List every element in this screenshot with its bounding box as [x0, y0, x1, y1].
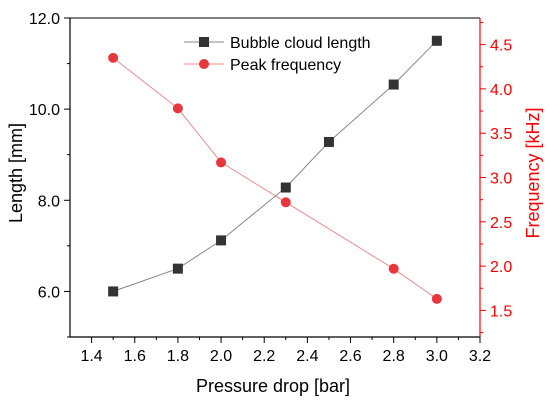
right-y-axis-title: Frequency [kHz] — [523, 107, 543, 238]
data-point-frequency — [280, 197, 291, 208]
legend-marker-frequency — [199, 59, 209, 69]
x-tick-label: 2.6 — [339, 348, 361, 365]
right-y-tick-label: 3.0 — [490, 171, 512, 188]
data-point-length — [108, 286, 119, 297]
series-line-length — [113, 40, 438, 292]
left-y-tick-label: 8.0 — [38, 193, 60, 210]
x-axis-title: Pressure drop [bar] — [196, 376, 350, 396]
x-tick-label: 1.6 — [124, 348, 146, 365]
right-y-tick-label: 2.5 — [490, 215, 512, 232]
left-y-axis-title: Length [mm] — [6, 123, 26, 223]
series-layer — [108, 35, 442, 304]
legend-label-frequency: Peak frequency — [230, 57, 341, 74]
x-tick-label: 2.2 — [253, 348, 275, 365]
data-point-length — [172, 263, 183, 274]
x-tick-label: 2.8 — [383, 348, 405, 365]
data-point-frequency — [108, 52, 119, 63]
x-tick-label: 1.4 — [80, 348, 102, 365]
data-point-length — [323, 136, 334, 147]
x-tick-label: 3.2 — [469, 348, 491, 365]
data-point-frequency — [431, 293, 442, 304]
x-tick-label: 2.0 — [210, 348, 232, 365]
legend-box — [180, 31, 390, 77]
data-point-length — [280, 182, 291, 193]
legend-marker-length — [199, 37, 209, 47]
left-y-tick-label: 10.0 — [29, 102, 60, 119]
legend-label-length: Bubble cloud length — [230, 35, 371, 52]
left-y-tick-label: 12.0 — [29, 11, 60, 28]
left-y-tick-label: 6.0 — [38, 284, 60, 301]
axes-layer: 1.4 1.6 1.8 2.0 2.2 2.4 2.6 2.8 3.0 3.2 6.0 8.0 10.0… — [29, 11, 512, 365]
right-y-tick-label: 3.5 — [490, 126, 512, 143]
legend: Bubble cloud length Peak frequency — [180, 31, 390, 77]
data-point-frequency — [172, 103, 183, 114]
data-point-length — [388, 79, 399, 90]
series-line-frequency — [112, 57, 438, 300]
data-point-frequency — [216, 157, 227, 168]
right-y-tick-label: 1.5 — [490, 303, 512, 320]
data-point-length — [216, 235, 227, 246]
x-tick-label: 3.0 — [426, 348, 448, 365]
data-point-frequency — [388, 263, 399, 274]
right-y-tick-label: 4.0 — [490, 82, 512, 99]
right-y-tick-label: 4.5 — [490, 38, 512, 55]
data-point-length — [431, 35, 442, 46]
x-tick-label: 2.4 — [296, 348, 318, 365]
right-y-tick-label: 2.0 — [490, 259, 512, 276]
x-tick-label: 1.8 — [167, 348, 189, 365]
